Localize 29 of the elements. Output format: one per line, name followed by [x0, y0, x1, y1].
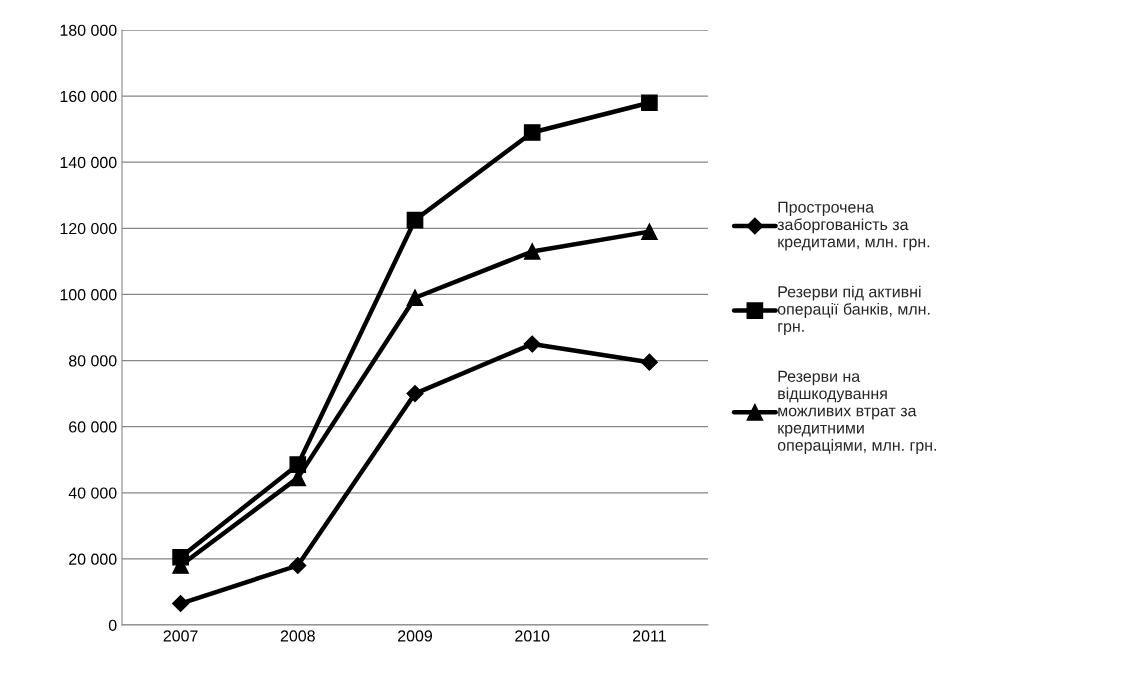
- point: [641, 223, 658, 240]
- x-tick-label: 2007: [163, 630, 198, 642]
- point: [523, 124, 541, 141]
- point: [523, 243, 541, 260]
- point: [406, 211, 424, 229]
- point: [172, 594, 190, 613]
- y-tick-label: 0: [108, 619, 117, 631]
- y-tick-label: 140 000: [60, 156, 117, 169]
- point: [640, 353, 658, 371]
- y-tick-label: 160 000: [60, 90, 117, 103]
- point: [406, 385, 424, 403]
- y-tick-label: 100 000: [60, 289, 117, 301]
- point: [406, 289, 424, 307]
- legend-label: Резерви на відшкодування можливих втрат за кредитними операціями, млн. грн.: [777, 370, 937, 454]
- point: [523, 335, 541, 353]
- y-tick-label: 120 000: [60, 222, 117, 235]
- point: [289, 556, 307, 575]
- x-tick-label: 2009: [398, 630, 433, 642]
- legend-label: Резерви під активні операції банків, млн. грн.: [777, 285, 930, 336]
- x-tick-label: 2010: [515, 630, 550, 642]
- legend-label: Прострочена заборгованість за кредитами, млн. грн.: [777, 201, 930, 251]
- y-tick-label: 20 000: [69, 553, 117, 565]
- y-tick-label: 60 000: [69, 421, 117, 433]
- x-tick-label: 2008: [280, 630, 315, 642]
- y-tick-label: 40 000: [68, 487, 117, 499]
- x-tick-label: 2011: [633, 630, 666, 642]
- y-tick-label: 80 000: [68, 355, 117, 367]
- y-tick-label: 180 000: [60, 24, 117, 36]
- point: [641, 94, 658, 112]
